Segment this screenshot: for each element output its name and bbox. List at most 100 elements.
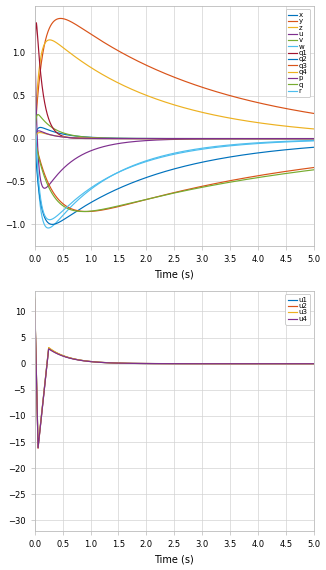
u1	[306, 360, 310, 367]
z	[140, 90, 144, 97]
u3	[81, 357, 85, 364]
r	[65, 204, 68, 211]
y	[152, 66, 156, 72]
q1	[81, 135, 85, 142]
q4	[65, 134, 68, 141]
v	[36, 111, 40, 118]
u4	[36, 445, 40, 451]
Line: z: z	[35, 40, 314, 139]
u1	[81, 357, 85, 364]
p	[312, 135, 316, 142]
v	[65, 131, 68, 137]
p	[306, 135, 310, 142]
u1	[152, 360, 156, 367]
p	[152, 135, 156, 142]
x	[276, 135, 280, 142]
u1	[65, 353, 68, 360]
x	[38, 124, 42, 131]
w	[65, 208, 68, 215]
q2	[65, 214, 68, 221]
y	[33, 135, 37, 142]
q1	[276, 135, 280, 142]
r	[312, 137, 316, 144]
q3	[276, 169, 280, 176]
q1	[140, 135, 144, 142]
v	[33, 135, 37, 142]
Line: p: p	[35, 131, 314, 139]
q4	[81, 135, 85, 141]
y	[81, 26, 85, 32]
q	[140, 197, 144, 203]
Line: u2: u2	[35, 299, 314, 449]
u1	[140, 360, 144, 367]
q3	[152, 194, 156, 201]
u	[43, 185, 47, 192]
Line: q: q	[35, 139, 314, 211]
Legend: x, y, z, u, v, w, q1, q2, q3, q4, p, q, r: x, y, z, u, v, w, q1, q2, q3, q4, p, q, …	[286, 9, 310, 97]
r	[152, 156, 156, 162]
z	[65, 47, 68, 54]
p	[65, 134, 68, 141]
u4	[312, 360, 316, 367]
q1	[33, 135, 37, 142]
z	[306, 125, 310, 132]
q	[33, 135, 37, 142]
r	[48, 216, 52, 223]
y	[276, 104, 280, 111]
u	[81, 151, 85, 158]
q3	[65, 203, 68, 210]
q	[65, 205, 68, 211]
u3	[276, 360, 280, 367]
p	[33, 135, 37, 142]
u	[65, 162, 68, 169]
u	[33, 23, 37, 30]
x	[81, 133, 85, 140]
u3	[152, 360, 156, 367]
u3	[306, 360, 310, 367]
q4	[38, 129, 42, 136]
v	[312, 135, 316, 142]
x	[312, 135, 316, 142]
u1	[312, 360, 316, 367]
Line: w: w	[35, 103, 314, 228]
u2	[140, 360, 144, 367]
v	[81, 133, 85, 140]
u2	[306, 360, 310, 367]
u	[312, 135, 316, 142]
u1	[33, 295, 37, 302]
q2	[140, 176, 144, 182]
q	[81, 208, 85, 215]
q4	[33, 135, 37, 142]
Line: q4: q4	[35, 133, 314, 139]
r	[81, 190, 85, 197]
w	[46, 225, 50, 231]
q	[312, 166, 316, 173]
u1	[276, 360, 280, 367]
u	[140, 137, 144, 144]
w	[276, 139, 280, 145]
q3	[140, 197, 144, 204]
q2	[312, 144, 316, 150]
w	[33, 99, 37, 106]
Line: x: x	[35, 128, 314, 139]
r	[140, 160, 144, 166]
Line: v: v	[35, 115, 314, 139]
u2	[65, 353, 68, 360]
p	[276, 135, 280, 142]
q2	[81, 203, 85, 210]
v	[140, 135, 144, 142]
q4	[152, 135, 156, 142]
p	[140, 135, 144, 142]
u4	[140, 360, 144, 367]
y	[59, 15, 63, 22]
y	[65, 17, 68, 23]
Line: q2: q2	[35, 139, 314, 225]
z	[312, 125, 316, 132]
y	[306, 109, 310, 116]
q3	[306, 165, 310, 172]
q4	[312, 135, 316, 142]
z	[152, 95, 156, 101]
w	[140, 159, 144, 166]
q2	[33, 135, 37, 142]
u1	[36, 444, 40, 451]
